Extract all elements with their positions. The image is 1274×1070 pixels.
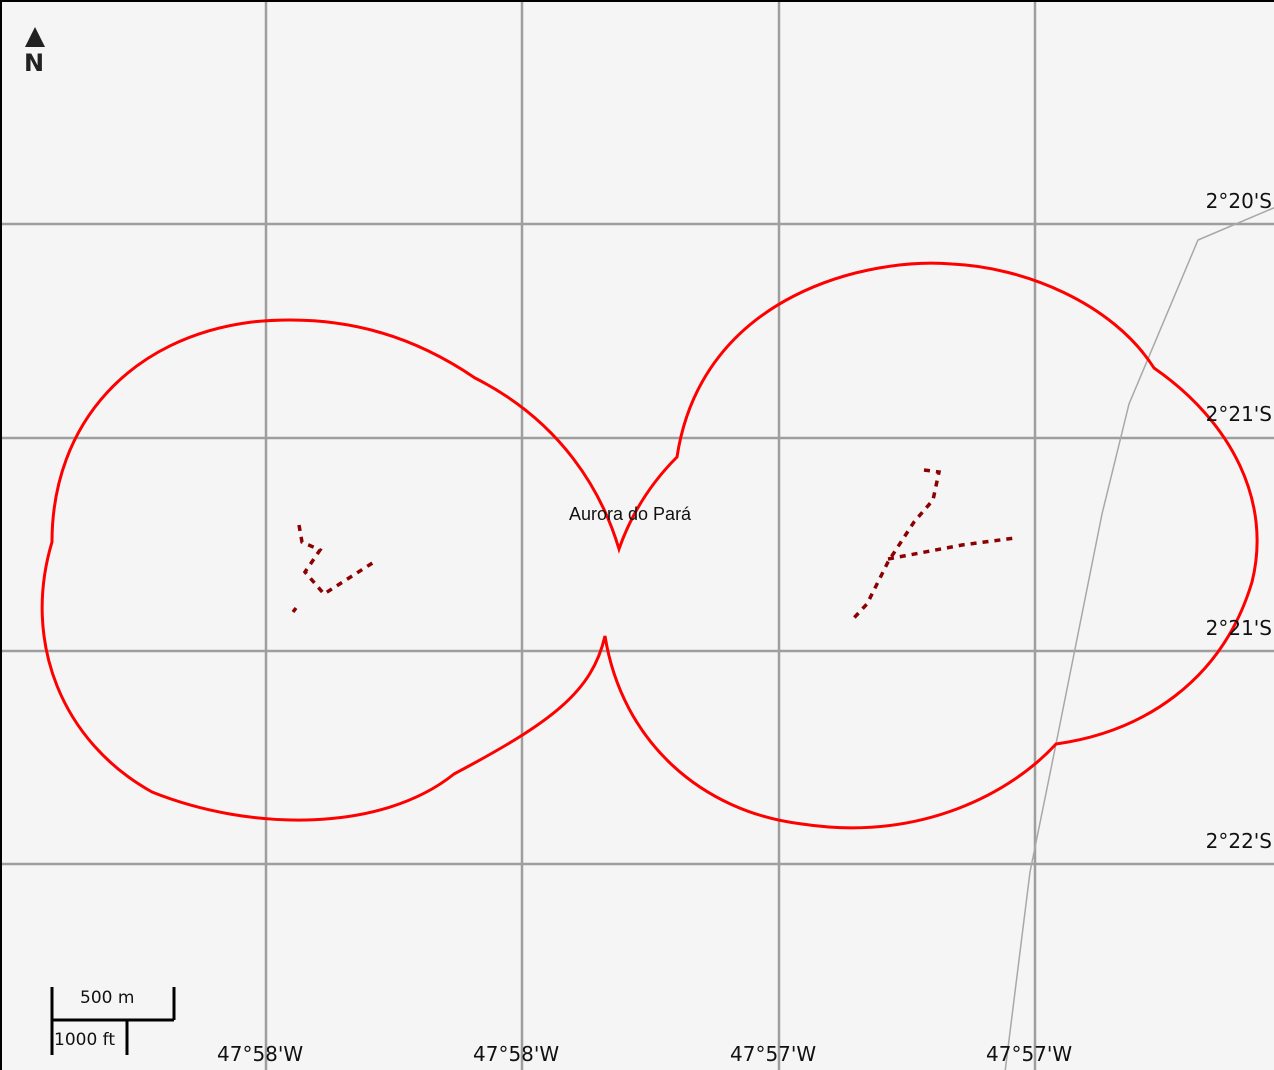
lon-label-1: 47°58'W: [217, 1042, 304, 1066]
north-label: N: [24, 49, 45, 77]
track-east: [850, 468, 942, 622]
place-label: Aurora do Pará: [569, 504, 692, 524]
track-west: [297, 524, 375, 597]
lat-label-3: 2°21'S: [1205, 616, 1272, 640]
track-west-spur: [291, 606, 298, 614]
scale-label-imperial: 1000 ft: [54, 1030, 116, 1050]
boundary-outline: [40, 261, 1259, 830]
north-arrow-icon: [25, 27, 45, 47]
road-line: [1004, 207, 1274, 1070]
scale-label-metric: 500 m: [80, 988, 135, 1008]
lat-label-1: 2°20'S: [1205, 189, 1272, 213]
lon-label-4: 47°57'W: [986, 1042, 1073, 1066]
lon-label-3: 47°57'W: [730, 1042, 817, 1066]
track-east-branch: [887, 536, 1016, 561]
lon-label-2: 47°58'W: [473, 1042, 560, 1066]
scale-bar: [50, 987, 176, 1055]
lat-label-4: 2°22'S: [1205, 829, 1272, 853]
lat-label-2: 2°21'S: [1205, 402, 1272, 426]
